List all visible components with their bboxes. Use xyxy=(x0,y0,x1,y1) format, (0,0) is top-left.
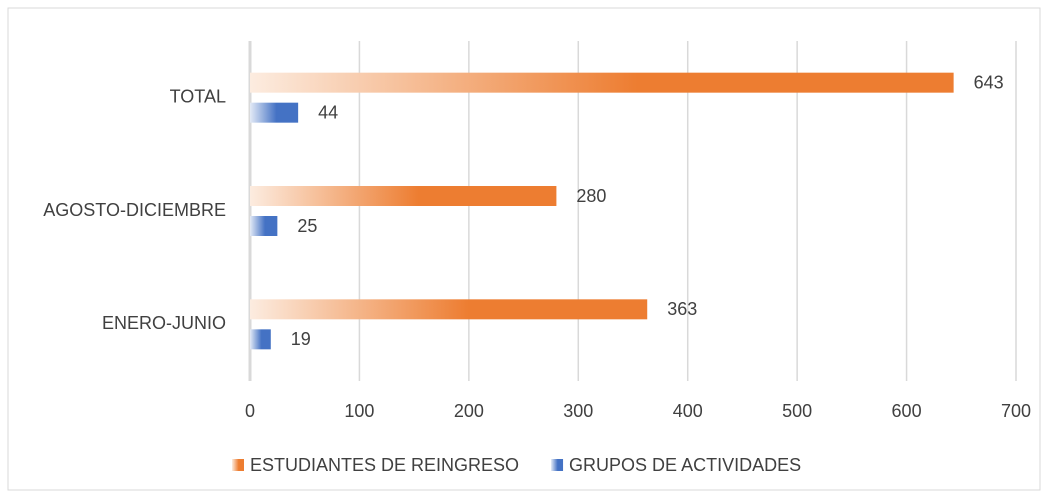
x-tick-label: 500 xyxy=(782,401,812,421)
legend-swatch xyxy=(232,459,244,471)
x-tick-label: 0 xyxy=(245,401,255,421)
bar xyxy=(250,186,557,206)
legend-label: ESTUDIANTES DE REINGRESO xyxy=(250,455,519,475)
y-tick-label: AGOSTO-DICIEMBRE xyxy=(43,200,226,220)
bar xyxy=(250,299,648,320)
data-label: 280 xyxy=(576,186,606,206)
legend-swatch xyxy=(551,459,564,471)
data-label: 643 xyxy=(974,72,1004,92)
bar xyxy=(250,72,954,93)
legend-label: GRUPOS DE ACTIVIDADES xyxy=(569,455,801,475)
x-tick-label: 100 xyxy=(344,401,374,421)
bar xyxy=(250,329,271,350)
x-tick-label: 700 xyxy=(1001,401,1031,421)
bar xyxy=(250,216,278,236)
y-tick-label: TOTAL xyxy=(170,86,226,106)
data-label: 363 xyxy=(667,299,697,319)
bar xyxy=(250,102,299,123)
data-label: 25 xyxy=(297,216,317,236)
x-tick-label: 400 xyxy=(673,401,703,421)
x-tick-label: 200 xyxy=(454,401,484,421)
data-label: 44 xyxy=(318,102,338,122)
x-tick-label: 300 xyxy=(563,401,593,421)
data-label: 19 xyxy=(291,329,311,349)
x-tick-label: 600 xyxy=(892,401,922,421)
y-tick-label: ENERO-JUNIO xyxy=(102,313,226,333)
